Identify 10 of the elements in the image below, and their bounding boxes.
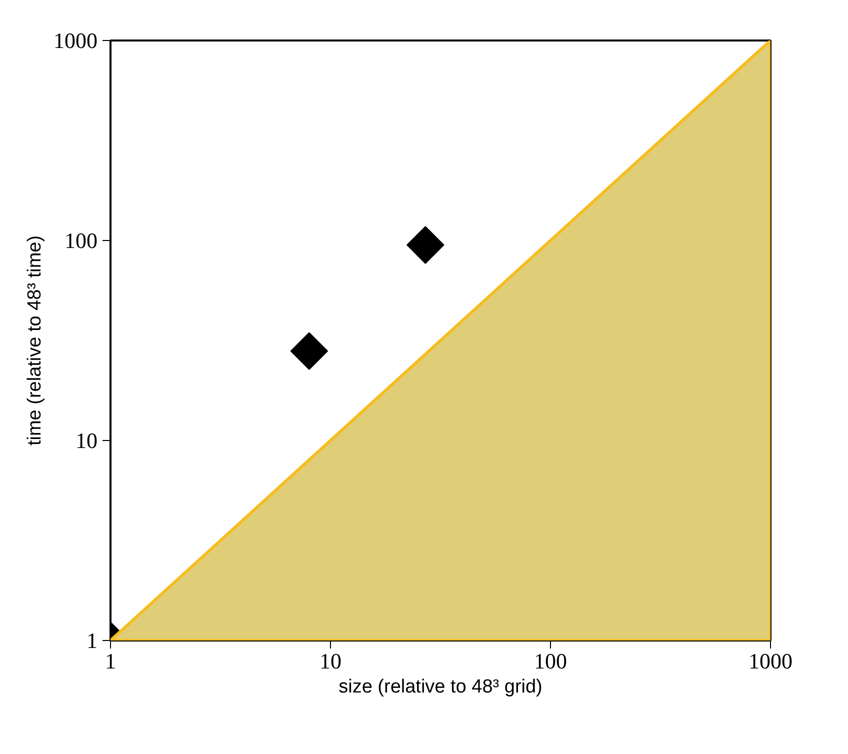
x-axis-title: size (relative to 48³ grid) — [338, 676, 542, 698]
x-tick-label: 1 — [105, 648, 116, 674]
y-tick-label: 1 — [86, 628, 98, 653]
y-tick-label: 100 — [64, 228, 98, 253]
y-tick-label: 10 — [76, 428, 98, 453]
x-tick-label: 100 — [534, 648, 567, 674]
x-tick-label: 10 — [320, 648, 342, 674]
y-tick-label: 1000 — [54, 28, 98, 53]
y-axis-title: time (relative to 48³ time) — [24, 235, 46, 446]
x-tick-label: 1000 — [748, 648, 792, 674]
